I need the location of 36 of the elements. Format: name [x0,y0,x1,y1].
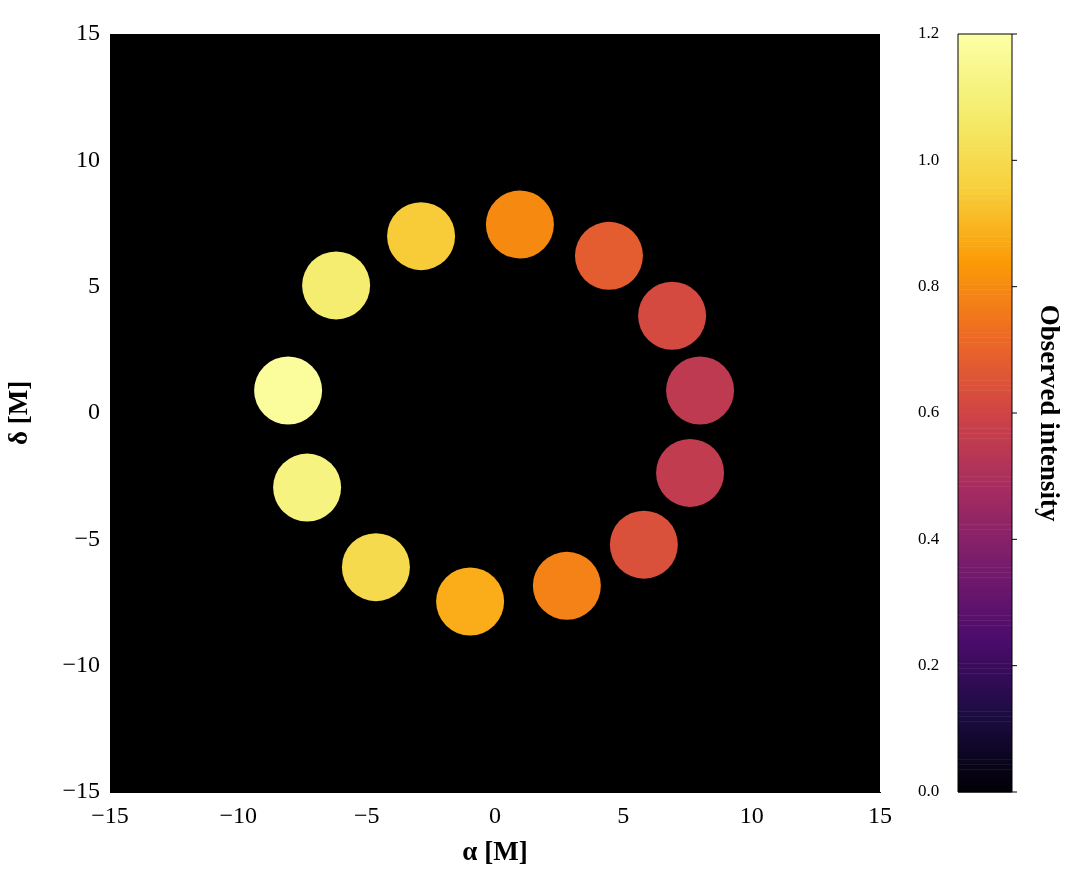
x-tick-label: 15 [868,801,892,828]
point [302,251,371,320]
point [273,453,342,522]
color-bar-label: 0.0 [918,781,940,801]
y-tick-label: 15 [76,19,100,46]
y-axis-title: δ [M] [3,380,34,446]
point [666,356,735,425]
point [387,202,456,271]
color-bar-label: 0.4 [918,528,940,548]
point [574,221,643,290]
y-tick-label: 5 [88,271,100,298]
point [254,356,323,425]
point [436,567,505,636]
y-tick-label: 10 [76,145,100,172]
y-tick-label: 0 [88,398,100,425]
y-tick-label: −10 [62,650,100,677]
color-bar-label: 1.0 [918,149,940,169]
point [532,551,601,620]
point [485,190,554,259]
x-tick-label: 5 [617,801,630,828]
color-bar-title: Observed intensity [1035,304,1066,522]
color-bar-label: 0.6 [918,402,940,422]
x-tick-label: −10 [219,801,258,828]
x-tick-label: 0 [489,801,501,828]
y-tick-label: −5 [74,524,100,551]
color-bar-label: 0.8 [918,276,940,296]
color-bar-label: 1.2 [918,23,940,43]
x-tick-label: −5 [353,801,380,828]
point [638,281,707,350]
color-bar-label: 0.2 [918,655,940,675]
x-axis-title: α [M] [462,835,528,866]
y-tick-label: −15 [62,777,100,804]
point [341,533,410,602]
x-tick-label: 10 [739,801,764,828]
point [609,510,678,579]
point [656,438,725,507]
